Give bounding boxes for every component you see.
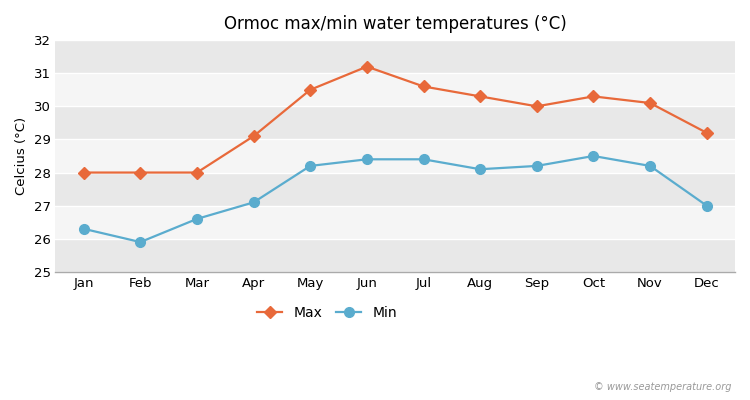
Min [702,203,711,208]
Max [80,170,88,175]
Text: © www.seatemperature.org: © www.seatemperature.org [594,382,731,392]
Min [476,167,484,172]
Max [646,101,655,106]
Max [249,134,258,138]
Min [249,200,258,205]
Max [532,104,542,109]
Title: Ormoc max/min water temperatures (°C): Ormoc max/min water temperatures (°C) [224,15,566,33]
Max [362,64,371,69]
Bar [56,73,735,106]
Bar [56,206,735,239]
Bar [56,172,735,206]
Max [306,87,315,92]
Max [702,130,711,135]
Max [419,84,428,89]
Max [589,94,598,99]
Min [532,164,542,168]
Min [80,226,88,231]
Line: Min: Min [79,151,712,247]
Line: Max: Max [80,62,711,177]
Max [136,170,145,175]
Bar [56,140,735,172]
Bar [56,40,735,73]
Min [646,164,655,168]
Bar [56,106,735,140]
Min [589,154,598,158]
Min [362,157,371,162]
Max [193,170,202,175]
Min [306,164,315,168]
Min [419,157,428,162]
Y-axis label: Celcius (°C): Celcius (°C) [15,117,28,195]
Min [136,240,145,244]
Min [193,216,202,221]
Legend: Max, Min: Max, Min [252,300,403,325]
Max [476,94,484,99]
Bar [56,239,735,272]
